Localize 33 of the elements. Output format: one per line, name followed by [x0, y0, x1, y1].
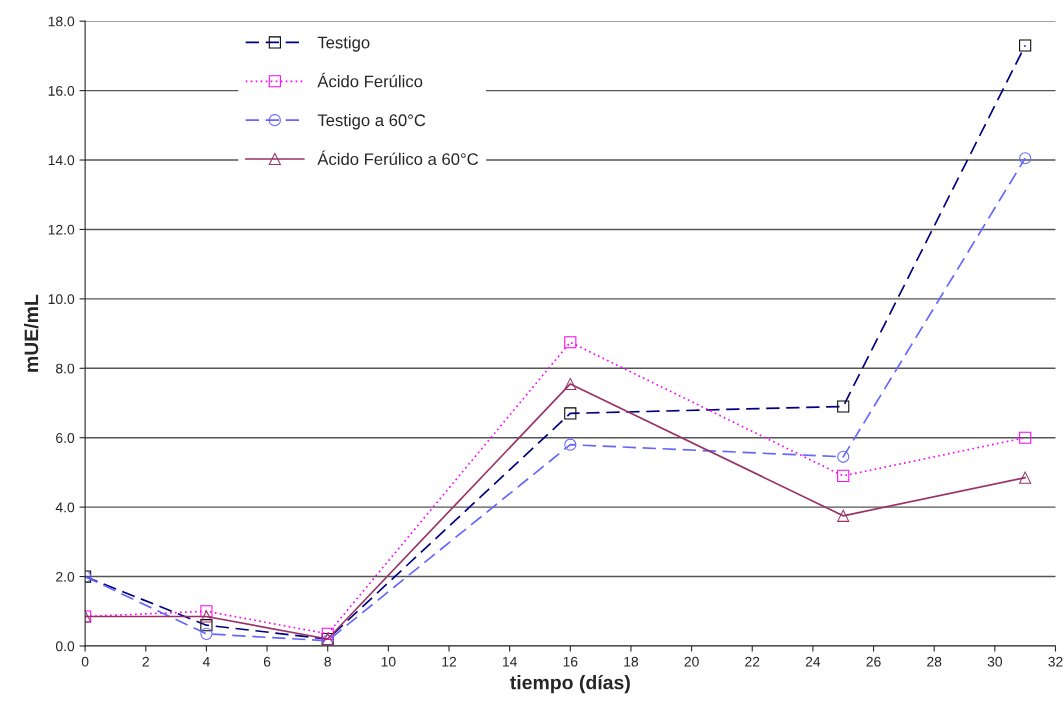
x-tick-label: 8	[324, 656, 331, 667]
x-tick-label: 0	[81, 656, 89, 667]
y-tick-label: 4.0	[55, 502, 75, 513]
y-axis-title: mUE/mL	[23, 294, 39, 372]
y-tick-label: 18.0	[48, 16, 75, 27]
y-tick-label: 8.0	[56, 363, 75, 374]
y-tick-label: 2.0	[56, 571, 75, 582]
x-tick-label: 26	[866, 656, 881, 667]
x-tick-label: 24	[805, 656, 821, 667]
legend-label: Testigo a 60°C	[317, 113, 426, 130]
y-tick-label: 16.0	[48, 85, 75, 96]
x-tick-label: 18	[624, 656, 639, 667]
x-tick-label: 32	[1048, 656, 1063, 667]
y-tick-label: 6.0	[56, 433, 75, 443]
legend-label: Ácido Ferúlico a 60°C	[317, 150, 479, 166]
x-tick-label: 12	[442, 656, 457, 667]
x-tick-label: 22	[745, 656, 760, 667]
x-tick-label: 4	[202, 656, 210, 667]
x-tick-label: 16	[563, 656, 578, 667]
y-tick-label: 0.0	[55, 641, 75, 652]
x-tick-label: 2	[142, 656, 149, 667]
legend-label: Testigo	[317, 36, 370, 52]
x-tick-label: 30	[987, 656, 1003, 667]
x-tick-label: 6	[263, 656, 271, 667]
x-tick-label: 20	[684, 656, 699, 667]
x-tick-label: 10	[381, 656, 396, 667]
y-tick-label: 10.0	[48, 294, 75, 305]
x-tick-label: 14	[502, 656, 517, 667]
x-tick-label: 28	[927, 656, 942, 667]
y-tick-label: 14.0	[48, 155, 75, 166]
legend-label: Ácido Ferúlico	[317, 72, 423, 88]
y-tick-label: 12.0	[48, 224, 75, 235]
x-axis-title: tiempo (días)	[510, 674, 630, 694]
